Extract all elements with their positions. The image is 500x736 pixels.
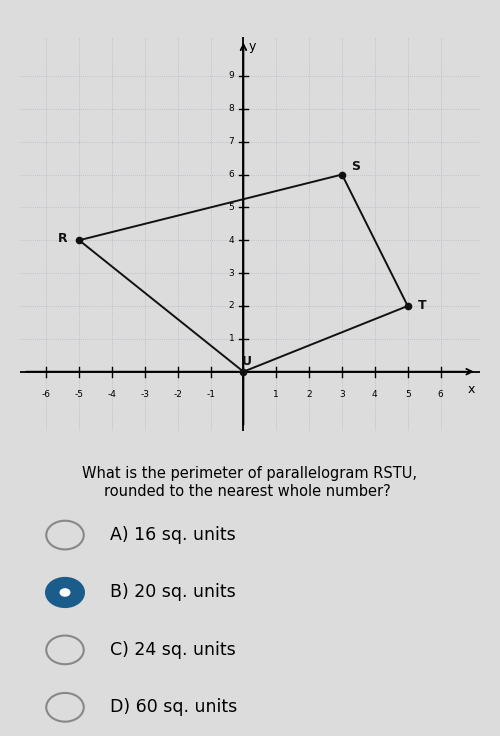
Text: 7: 7 [228,137,234,146]
Ellipse shape [60,588,70,597]
Text: A) 16 sq. units: A) 16 sq. units [110,526,236,544]
Text: What is the perimeter of parallelogram RSTU,
rounded to the nearest whole number: What is the perimeter of parallelogram R… [82,466,417,498]
Ellipse shape [46,521,84,549]
Text: -6: -6 [42,390,51,399]
Text: -1: -1 [206,390,215,399]
Text: 3: 3 [228,269,234,277]
Text: 2: 2 [306,390,312,399]
Ellipse shape [46,693,84,721]
Text: 6: 6 [438,390,444,399]
Text: 6: 6 [228,170,234,179]
Text: U: U [242,355,252,368]
Text: 2: 2 [228,302,234,311]
Text: -3: -3 [140,390,149,399]
Ellipse shape [46,635,84,664]
Text: 9: 9 [228,71,234,80]
Text: T: T [418,300,427,313]
Text: 5: 5 [228,203,234,212]
Text: -4: -4 [108,390,116,399]
Text: 4: 4 [372,390,378,399]
Text: y: y [249,40,256,53]
Text: x: x [468,383,475,396]
Text: 1: 1 [228,334,234,343]
Text: 8: 8 [228,105,234,113]
Text: 4: 4 [228,236,234,245]
Text: C) 24 sq. units: C) 24 sq. units [110,641,236,659]
Text: 3: 3 [339,390,345,399]
Text: B) 20 sq. units: B) 20 sq. units [110,584,236,601]
Text: S: S [350,160,360,173]
Text: -2: -2 [174,390,182,399]
Text: R: R [58,232,68,245]
Text: 5: 5 [405,390,410,399]
Ellipse shape [46,578,84,606]
Text: -5: -5 [74,390,84,399]
Text: D) 60 sq. units: D) 60 sq. units [110,698,238,716]
Text: 1: 1 [274,390,279,399]
